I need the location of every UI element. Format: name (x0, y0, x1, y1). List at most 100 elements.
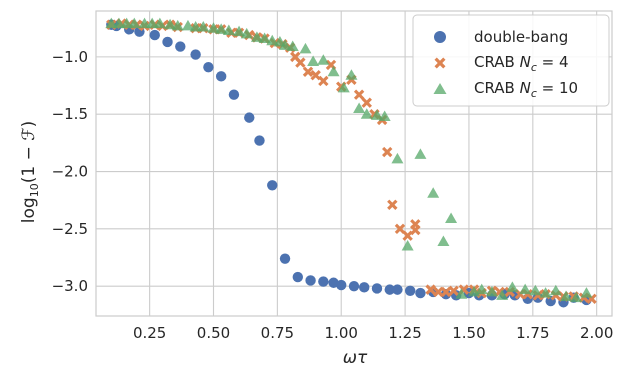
data-point-triangle (181, 19, 194, 31)
legend-label-crab-nc10-name: CRAB (474, 79, 515, 97)
data-point-triangle (164, 18, 177, 30)
data-point-triangle (171, 19, 184, 31)
legend-marker-x (434, 57, 446, 69)
legend-marker-triangle (433, 83, 447, 94)
data-point-circle (371, 283, 383, 294)
data-point-triangle (529, 284, 542, 296)
data-point-triangle (485, 285, 498, 297)
data-point-triangle (337, 81, 350, 93)
data-point-x (387, 199, 398, 210)
legend-label-crab-nc10-suffix: = 10 (537, 79, 578, 97)
data-point-circle (336, 279, 347, 291)
data-point-triangle (279, 39, 292, 50)
legend-label-double-bang: double-bang (474, 28, 568, 46)
x-tick-label: 1.25 (388, 324, 421, 342)
data-point-triangle (401, 240, 414, 251)
legend-item-crab-nc4: CRAB Nc = 4 (434, 53, 569, 74)
x-axis-label: ωτ (343, 348, 368, 368)
data-point-triangle (391, 152, 404, 164)
data-point-circle (279, 253, 291, 264)
legend-label-crab-nc10: CRAB Nc = 10 (474, 79, 578, 100)
data-point-triangle (112, 17, 125, 29)
data-point-circle (215, 71, 227, 82)
data-point-circle (254, 135, 265, 146)
data-point-triangle (215, 23, 228, 34)
data-point-circle (228, 89, 240, 100)
data-point-triangle (353, 102, 366, 113)
data-point-x (382, 146, 393, 158)
data-point-triangle (345, 69, 358, 80)
data-point-triangle (475, 283, 488, 295)
x-tick-label: 2.00 (580, 324, 613, 342)
data-point-circle (162, 36, 173, 48)
data-point-triangle (240, 27, 253, 39)
data-point-circle (392, 284, 403, 295)
y-axis-label: log10(1 − ℱ) (19, 121, 41, 223)
data-point-x (302, 66, 314, 77)
data-point-circle (348, 280, 360, 292)
legend-label-crab-nc4: CRAB Nc = 4 (474, 53, 569, 74)
legend-label-crab-nc4-var: N (515, 53, 531, 71)
data-point-circle (190, 49, 201, 60)
data-point-x (361, 97, 372, 108)
data-point-triangle (128, 17, 141, 29)
y-tick-label: −2.0 (52, 163, 88, 181)
data-point-triangle (539, 287, 552, 298)
series-2 (105, 17, 593, 303)
data-point-x (353, 89, 365, 100)
legend-label-crab-nc4-sub: c (531, 61, 537, 74)
data-point-x (394, 223, 406, 235)
legend-item-crab-nc10: CRAB Nc = 10 (433, 79, 578, 100)
data-point-triangle (233, 25, 246, 37)
data-point-triangle (549, 284, 562, 296)
x-tick-label: 1.75 (516, 324, 549, 342)
data-point-triangle (307, 55, 320, 66)
x-tick-label: 0.75 (261, 324, 294, 342)
data-point-triangle (258, 32, 271, 44)
data-point-triangle (580, 287, 593, 298)
data-point-circle (149, 29, 160, 41)
series-layer (105, 17, 597, 308)
data-point-triangle (153, 17, 166, 29)
data-point-circle (359, 282, 370, 293)
x-tick-label: 1.50 (452, 324, 485, 342)
legend: double-bang CRAB Nc = 4 CRAB Nc = 10 (412, 14, 610, 107)
data-point-x (448, 285, 459, 296)
data-point-triangle (455, 288, 468, 299)
data-point-triangle (370, 109, 383, 120)
data-point-x (440, 286, 452, 298)
data-point-triangle (445, 212, 458, 224)
data-point-x (318, 75, 329, 87)
data-point-triangle (250, 31, 263, 42)
y-tick-label: −1.5 (52, 105, 88, 123)
data-point-triangle (299, 42, 312, 54)
y-tick-labels: −1.0 −1.5 −2.0 −2.5 −3.0 (52, 48, 88, 295)
data-point-triangle (414, 148, 427, 159)
y-axis-label-subscript: 10 (28, 183, 41, 197)
data-point-circle (305, 275, 316, 286)
data-point-triangle (189, 21, 202, 32)
legend-marker-circle (434, 31, 446, 43)
legend-item-double-bang: double-bang (434, 28, 568, 46)
data-point-triangle (560, 290, 573, 302)
data-point-triangle (360, 108, 373, 119)
data-point-triangle (506, 281, 519, 292)
legend-label-crab-nc4-name: CRAB (474, 53, 515, 71)
data-point-triangle (570, 291, 583, 303)
data-point-circle (384, 284, 395, 295)
data-point-triangle (317, 54, 330, 65)
y-tick-label: −2.5 (52, 220, 88, 238)
x-tick-labels: 0.25 0.50 0.75 1.00 1.25 1.50 1.75 2.00 (133, 324, 613, 342)
legend-label-crab-nc4-suffix: = 4 (537, 53, 569, 71)
data-point-circle (244, 112, 255, 123)
data-point-triangle (266, 34, 279, 46)
data-point-x (410, 224, 421, 236)
data-point-x (295, 57, 306, 68)
data-point-triangle (496, 289, 509, 300)
data-point-triangle (120, 17, 133, 29)
data-point-circle (292, 271, 304, 283)
legend-box (412, 14, 610, 107)
plot-frame (95, 10, 613, 317)
data-point-circle (175, 41, 186, 52)
